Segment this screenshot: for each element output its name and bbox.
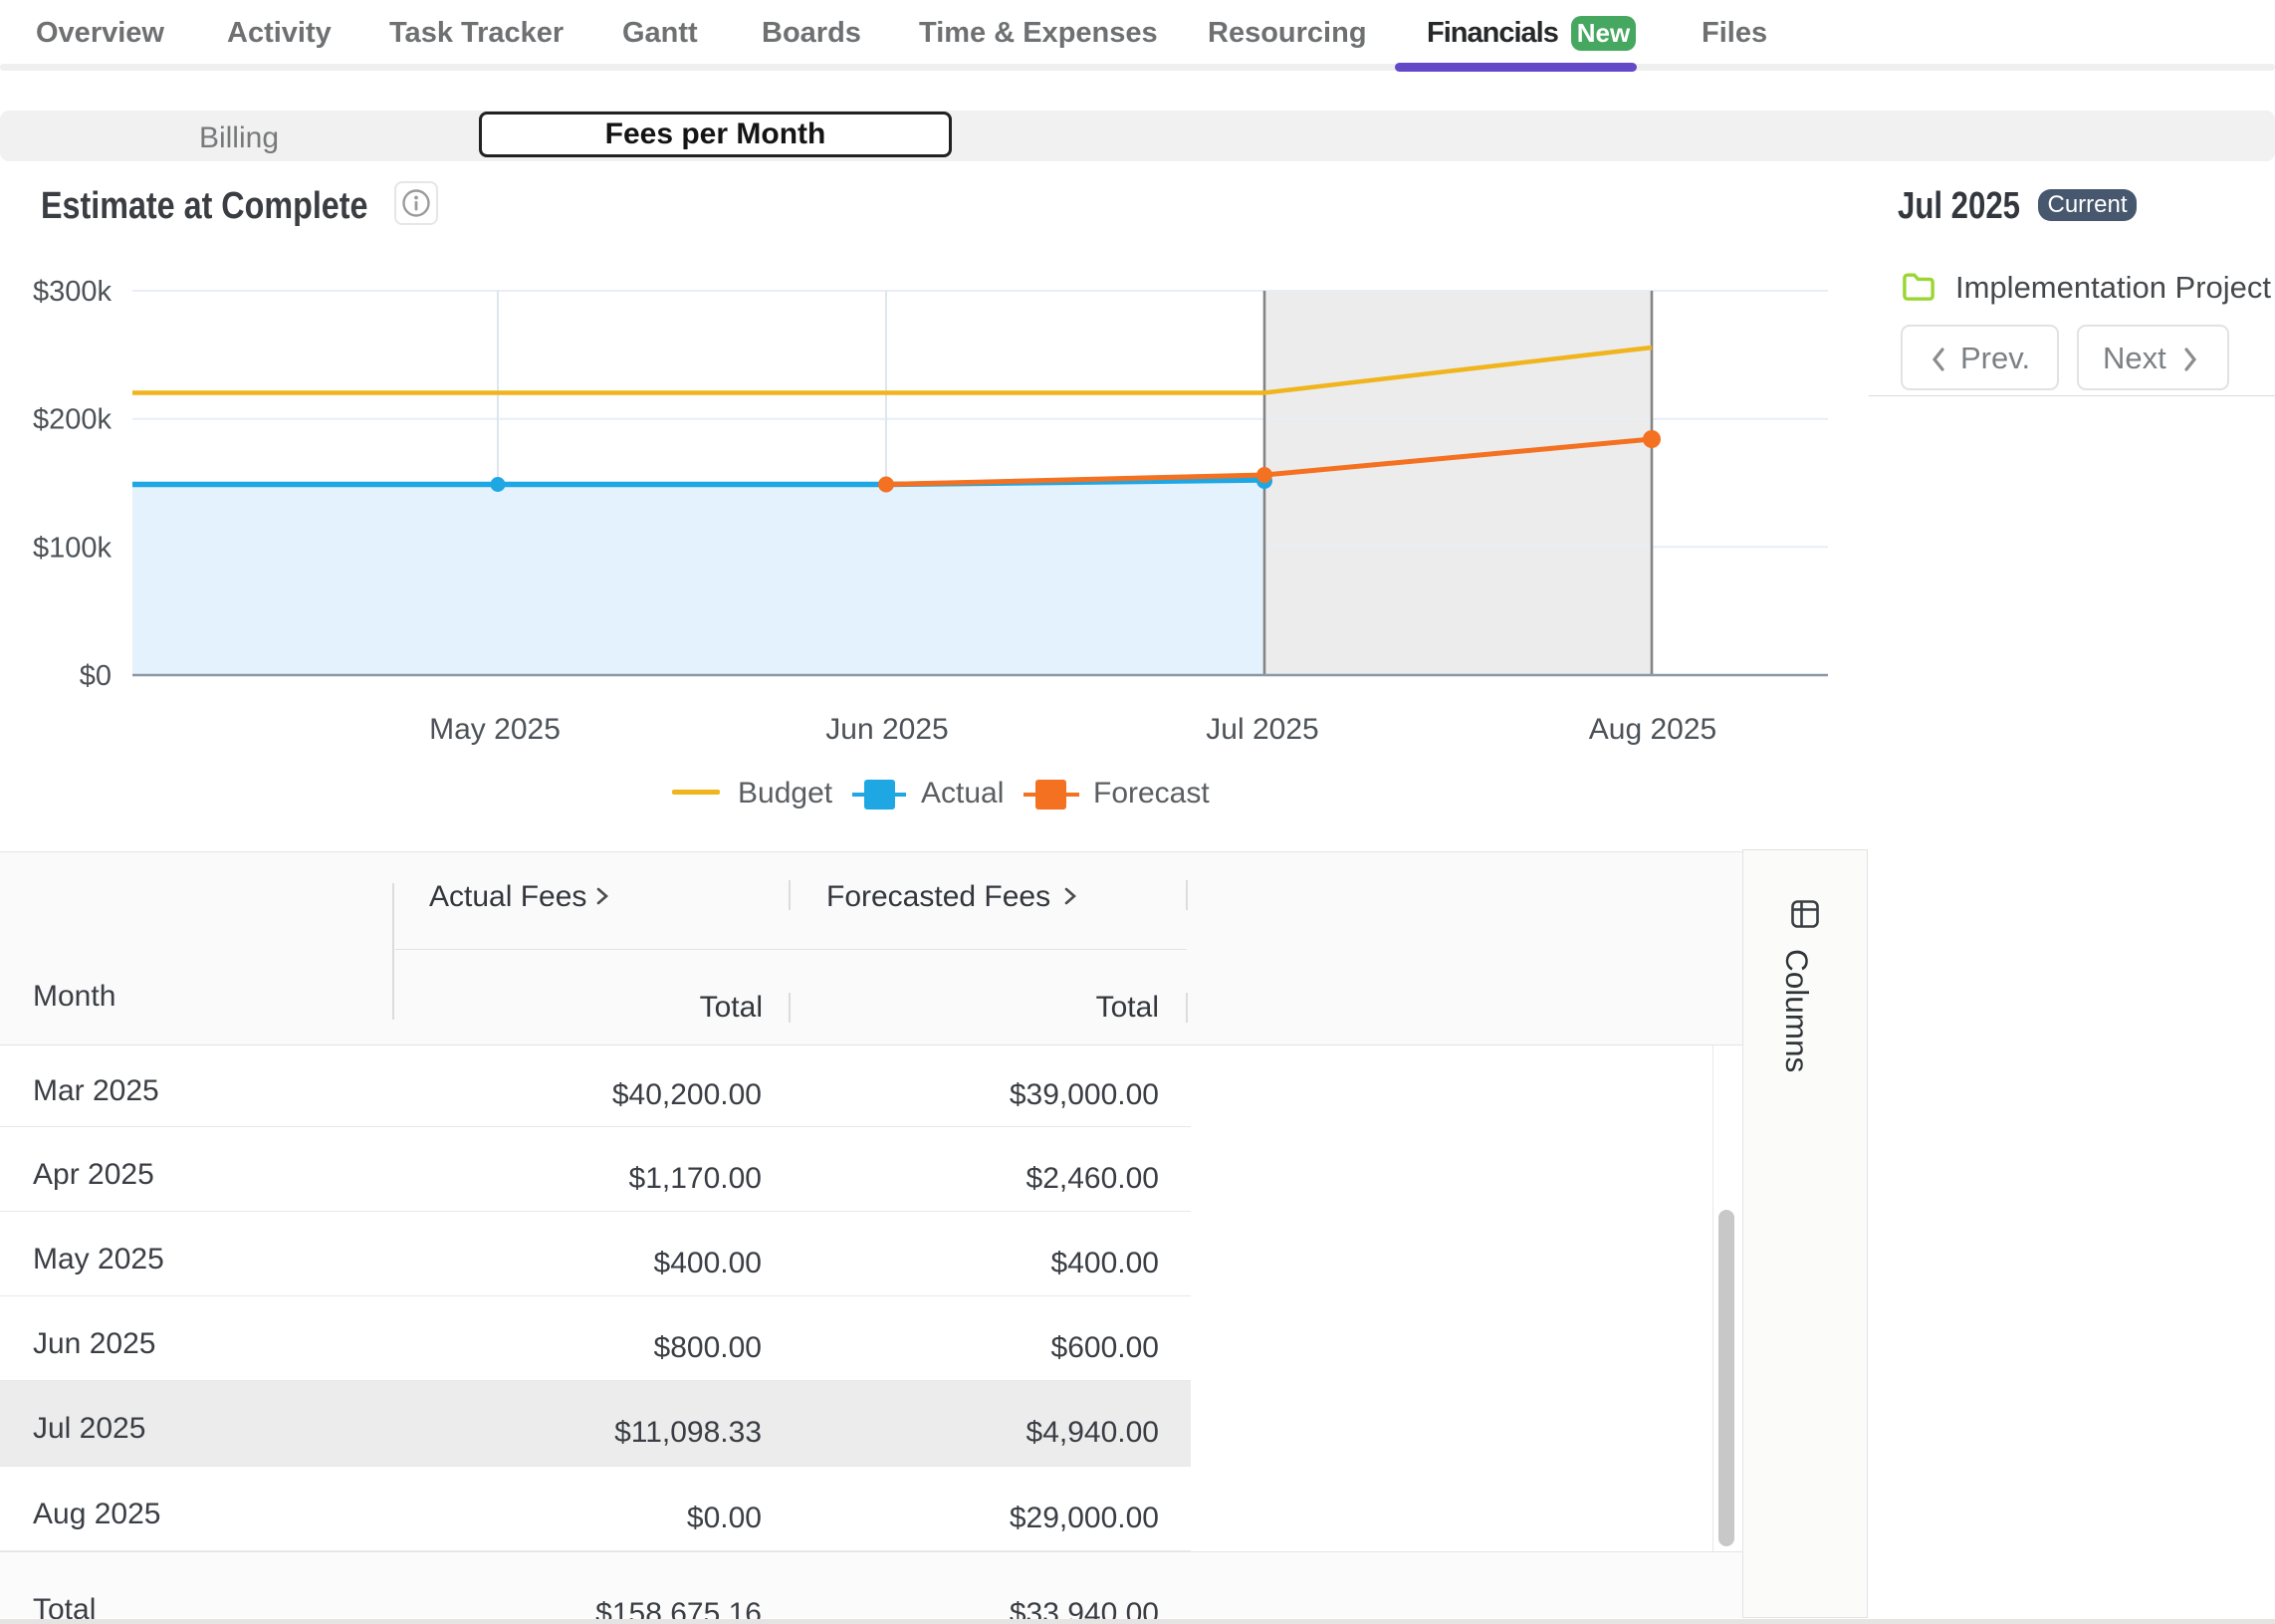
svg-text:Jun 2025: Jun 2025 [825, 713, 948, 746]
svg-text:$100k: $100k [33, 532, 113, 564]
svg-text:$300k: $300k [33, 276, 113, 308]
svg-text:Aug 2025: Aug 2025 [1589, 713, 1716, 746]
svg-text:$200k: $200k [33, 404, 113, 436]
svg-text:$0: $0 [80, 660, 112, 692]
svg-text:May 2025: May 2025 [429, 713, 561, 746]
svg-text:Jul 2025: Jul 2025 [1206, 713, 1318, 746]
